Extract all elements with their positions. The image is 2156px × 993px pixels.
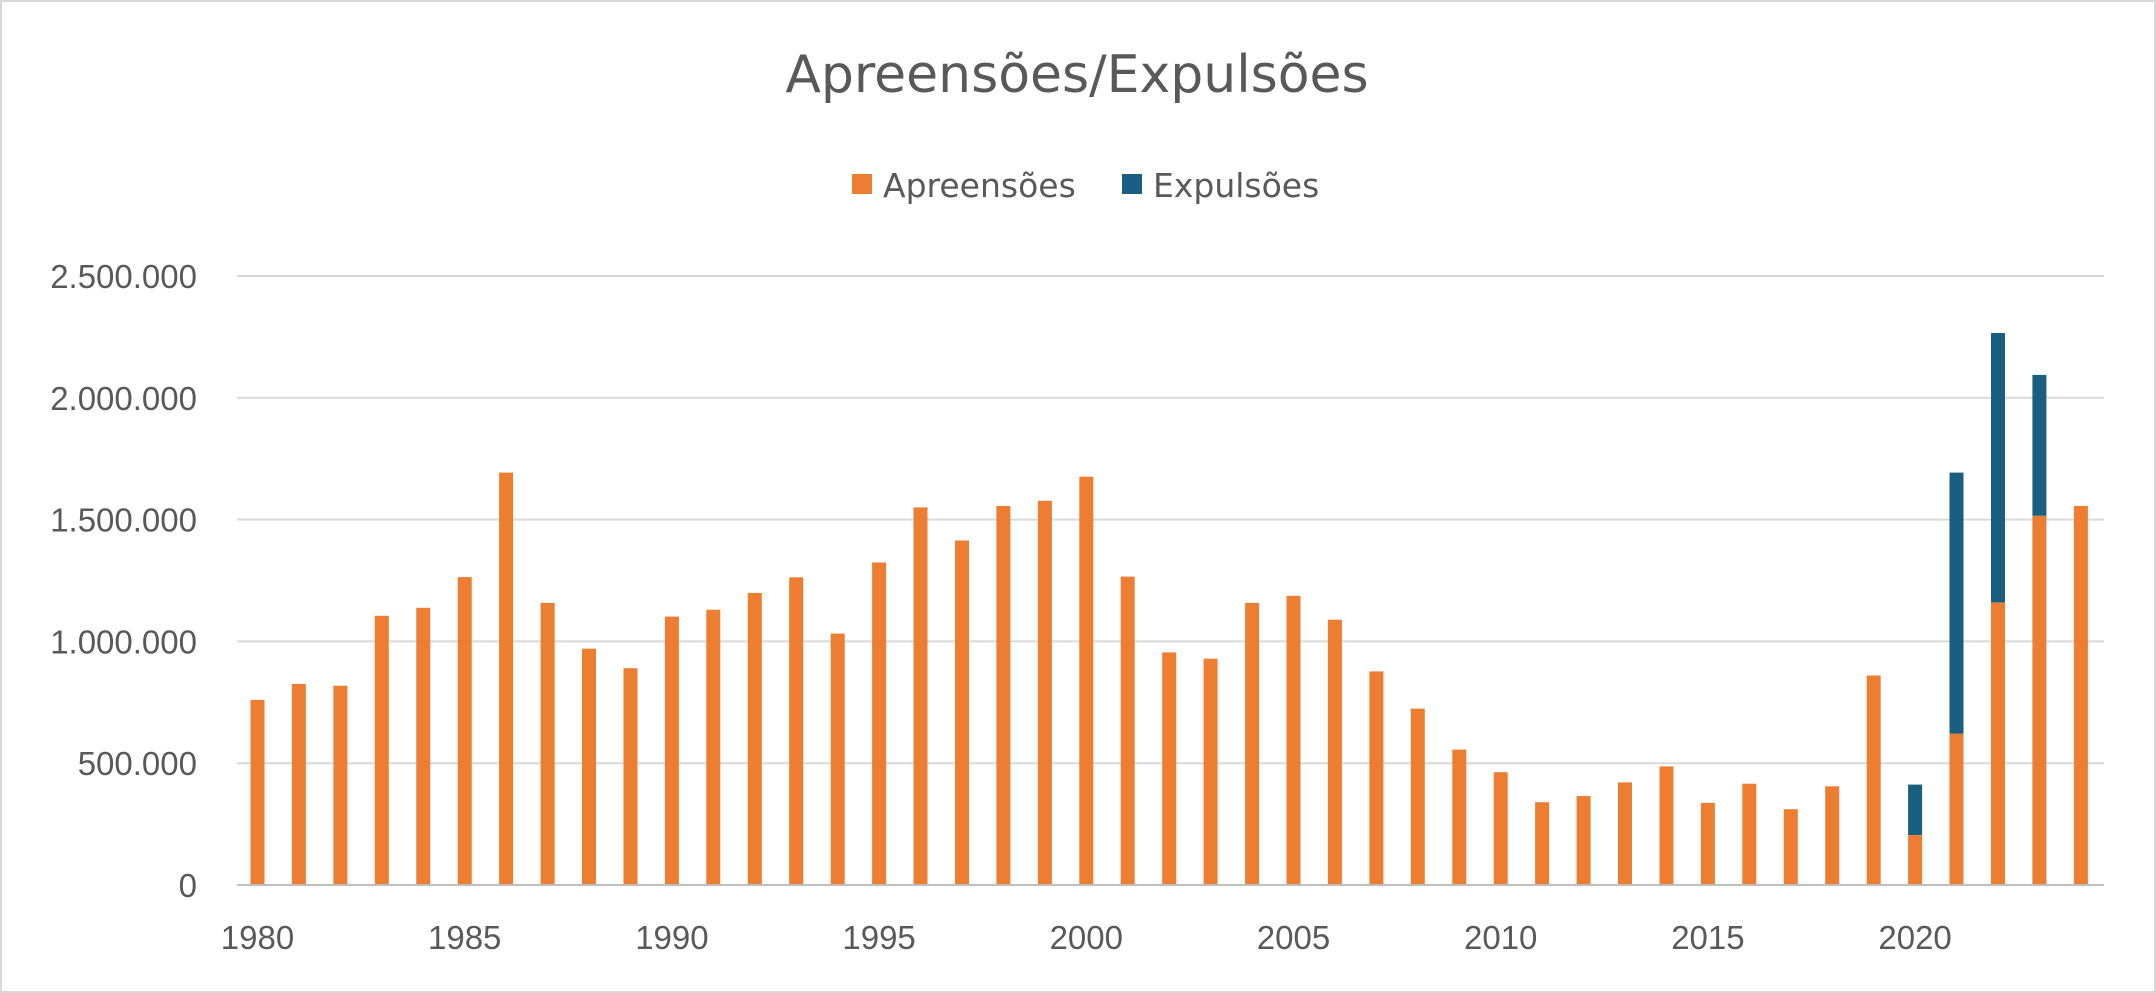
bar-apreensoes	[416, 607, 431, 885]
bar-apreensoes	[789, 577, 804, 885]
bar-apreensoes	[1783, 809, 1798, 885]
bar-apreensoes	[1369, 671, 1384, 885]
y-tick-label: 1.500.000	[50, 502, 197, 539]
bar-apreensoes	[1079, 476, 1094, 885]
x-tick-label: 1995	[842, 919, 915, 956]
bar-apreensoes	[1949, 733, 1964, 885]
bar-apreensoes	[1203, 658, 1218, 885]
legend-label-expulsoes: Expulsões	[1153, 166, 1319, 205]
y-tick-label: 2.000.000	[50, 380, 197, 417]
bar-apreensoes	[291, 684, 306, 885]
legend-swatch-expulsoes	[1122, 174, 1142, 194]
y-axis-ticks: 0 500.000 1.000.000 1.500.000 2.000.000 2.500…	[50, 258, 197, 904]
x-tick-label: 2015	[1671, 919, 1744, 956]
bar-apreensoes	[250, 699, 265, 885]
bar-apreensoes	[747, 592, 762, 885]
bar-apreensoes	[499, 472, 514, 885]
bar-apreensoes	[872, 562, 887, 885]
legend: Apreensões Expulsões	[852, 166, 1319, 205]
y-tick-label: 0	[179, 867, 197, 904]
bar-expulsoes	[1949, 472, 1964, 734]
y-tick-label: 2.500.000	[50, 258, 197, 295]
bar-apreensoes	[1245, 602, 1260, 885]
x-tick-label: 2010	[1464, 919, 1537, 956]
bar-apreensoes	[457, 577, 472, 885]
x-axis-ticks: 1980 1985 1990 1995 2000 2005 2010 2015 2020	[221, 919, 1952, 956]
bar-apreensoes	[955, 540, 969, 885]
bar-apreensoes	[2032, 515, 2047, 885]
bar-apreensoes	[996, 506, 1011, 885]
x-tick-label: 2020	[1878, 919, 1951, 956]
bar-apreensoes	[664, 616, 679, 885]
bar-apreensoes	[1659, 766, 1674, 885]
bar-expulsoes	[1908, 784, 1923, 835]
y-tick-label: 500.000	[78, 745, 197, 782]
bars	[250, 333, 2088, 885]
bar-apreensoes	[1037, 500, 1052, 885]
bar-apreensoes	[1991, 602, 2005, 885]
x-tick-label: 1990	[635, 919, 708, 956]
bar-apreensoes	[1452, 749, 1467, 885]
bar-apreensoes	[1535, 802, 1550, 885]
bar-apreensoes	[913, 507, 928, 885]
bar-apreensoes	[1576, 796, 1591, 885]
bar-apreensoes	[2073, 506, 2088, 885]
bar-apreensoes	[1825, 786, 1840, 885]
x-tick-label: 1980	[221, 919, 294, 956]
bar-apreensoes	[1866, 675, 1881, 885]
bar-apreensoes	[1908, 835, 1923, 885]
bar-apreensoes	[540, 602, 555, 885]
bar-apreensoes	[830, 633, 845, 885]
bar-expulsoes	[2032, 374, 2047, 516]
bar-apreensoes	[1327, 619, 1342, 885]
bar-apreensoes	[1493, 772, 1508, 885]
bar-apreensoes	[1286, 595, 1301, 885]
bar-apreensoes	[1700, 802, 1715, 885]
bar-apreensoes	[1410, 708, 1425, 885]
x-tick-label: 1985	[428, 919, 501, 956]
bar-apreensoes	[374, 615, 389, 885]
bar-apreensoes	[1618, 782, 1632, 885]
bar-apreensoes	[333, 685, 348, 885]
bar-apreensoes	[582, 648, 596, 885]
bar-apreensoes	[1742, 783, 1757, 885]
y-tick-label: 1.000.000	[50, 623, 197, 660]
bar-apreensoes	[1120, 576, 1135, 885]
chart-title: Apreensões/Expulsões	[785, 45, 1368, 105]
legend-label-apreensoes: Apreensões	[883, 166, 1076, 205]
bar-apreensoes	[623, 668, 638, 885]
bar-apreensoes	[1162, 652, 1177, 885]
bar-expulsoes	[1991, 333, 2005, 603]
x-tick-label: 2005	[1257, 919, 1330, 956]
x-tick-label: 2000	[1050, 919, 1123, 956]
legend-swatch-apreensoes	[852, 174, 872, 194]
bar-apreensoes	[706, 609, 721, 885]
